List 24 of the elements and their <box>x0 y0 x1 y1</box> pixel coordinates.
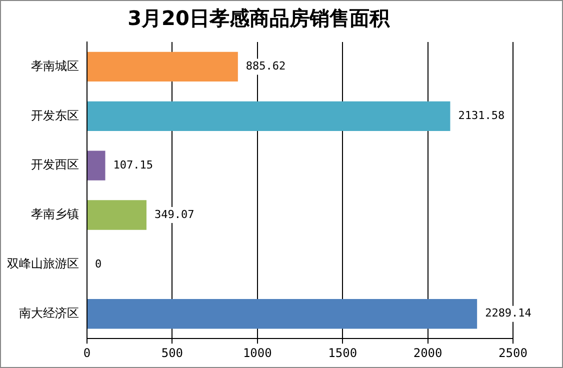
x-tick-label: 2000 <box>413 346 442 360</box>
bar <box>88 52 238 82</box>
y-tick-label: 南大经济区 <box>19 306 79 320</box>
x-tick-label: 0 <box>83 346 91 360</box>
y-tick-label: 开发东区 <box>31 108 79 122</box>
data-label: 2289.14 <box>485 306 532 320</box>
data-label: 107.15 <box>113 158 154 172</box>
x-tick-label: 1000 <box>242 346 272 360</box>
data-label: 0 <box>95 257 102 270</box>
data-label: 2131.58 <box>458 109 505 122</box>
bar <box>88 101 450 131</box>
bar <box>88 150 106 180</box>
data-label: 885.62 <box>246 60 286 73</box>
x-tick-label: 500 <box>161 346 184 360</box>
x-tick-label: 1500 <box>328 346 358 360</box>
bar <box>88 299 478 329</box>
chart-title: 3月20日孝感商品房销售面积 <box>128 6 390 30</box>
y-tick-label: 双峰山旅游区 <box>7 256 79 271</box>
y-tick-label: 孝南乡镇 <box>31 207 79 222</box>
y-tick-label: 孝南城区 <box>31 58 79 73</box>
data-label: 349.07 <box>154 208 194 221</box>
bar <box>88 200 146 230</box>
y-tick-label: 开发西区 <box>31 158 79 172</box>
x-tick-label: 2500 <box>498 346 528 360</box>
